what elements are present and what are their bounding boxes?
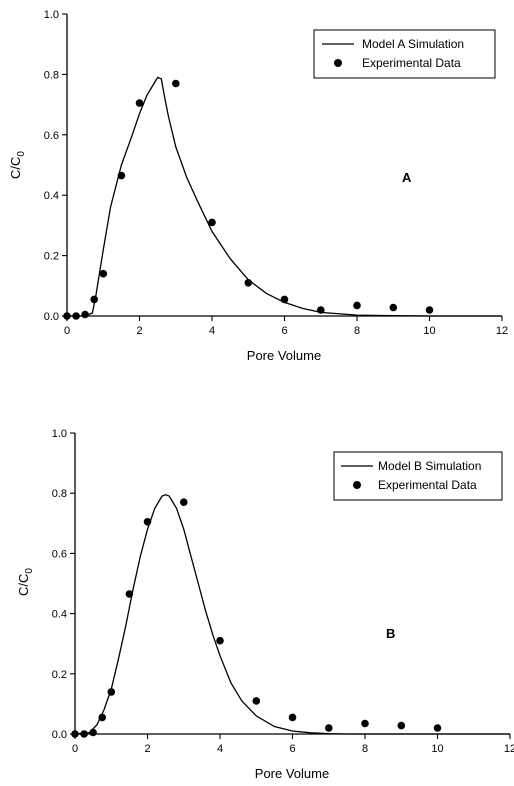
panel-b-data-point bbox=[361, 719, 369, 728]
panel-a-legend-data-label: Experimental Data bbox=[362, 56, 461, 70]
panel-a-x-tick-label: 6 bbox=[281, 325, 287, 337]
panel-b-label: B bbox=[386, 626, 395, 641]
panel-a-data-point bbox=[244, 279, 253, 287]
panel-a-x-axis-title: Pore Volume bbox=[247, 348, 321, 363]
panel-a-data-point bbox=[99, 269, 108, 278]
panel-a-data-point bbox=[90, 295, 98, 304]
panel-b-x-axis-title: Pore Volume bbox=[255, 766, 329, 781]
panel-a-data-point bbox=[317, 306, 325, 314]
panel-a-y-axis-title-main: C/C bbox=[8, 157, 23, 179]
chart-panel-a: 0 2 4 6 8 10 120.00.20.40.60.81.0 Pore Volume … bbox=[8, 9, 508, 363]
panel-b-x-tick-label: 0 bbox=[72, 743, 78, 755]
panel-a-x-tick-label: 8 bbox=[354, 325, 360, 337]
panel-b-legend: Model B Simulation Experimental Data bbox=[333, 451, 503, 501]
panel-b-y-tick-label: 0.4 bbox=[52, 609, 67, 621]
panel-b-data-point bbox=[89, 728, 97, 737]
panel-b-x-tick-label: 10 bbox=[431, 743, 443, 755]
panel-b-x-tick-label: 12 bbox=[504, 743, 514, 755]
panel-a-y-tick-label: 1.0 bbox=[44, 9, 59, 21]
panel-a-y-tick-label: 0.8 bbox=[44, 69, 59, 81]
panel-a-y-axis-title: C/C0 bbox=[8, 151, 27, 179]
panel-b-legend-model-label: Model B Simulation bbox=[378, 459, 481, 473]
panel-b-data-points bbox=[71, 498, 442, 738]
panel-a-y-tick-label: 0.6 bbox=[44, 130, 59, 142]
panel-b-y-tick-label: 0.0 bbox=[52, 729, 67, 741]
panel-a-x-tick-label: 2 bbox=[136, 325, 142, 337]
panel-b-data-point bbox=[107, 688, 116, 696]
panel-a-x-tick-label: 12 bbox=[496, 325, 508, 337]
panel-b-data-point bbox=[397, 721, 406, 730]
panel-a-data-point bbox=[389, 303, 398, 312]
panel-a-label: A bbox=[402, 170, 412, 185]
panel-b-data-point bbox=[125, 590, 134, 598]
panel-a-data-point bbox=[208, 218, 216, 227]
panel-b-data-point bbox=[252, 697, 261, 705]
panel-b-y-tick-label: 1.0 bbox=[52, 428, 67, 440]
panel-b-data-point bbox=[80, 730, 88, 738]
panel-b-y-tick-label: 0.8 bbox=[52, 488, 67, 500]
panel-a-model-curve bbox=[67, 76, 502, 317]
panel-b-model-curve bbox=[74, 493, 510, 735]
panel-a-y-tick-label: 0.4 bbox=[44, 190, 59, 202]
panel-b-legend-data-label: Experimental Data bbox=[378, 478, 477, 492]
panel-b-legend-marker-swatch bbox=[353, 481, 361, 489]
panel-b-x-tick-label: 2 bbox=[144, 743, 150, 755]
panel-a-y-tick-label: 0.0 bbox=[44, 311, 59, 323]
panel-a-x-tick-label: 10 bbox=[423, 325, 435, 337]
panel-b-data-point bbox=[216, 636, 224, 645]
panel-a-data-points bbox=[63, 79, 434, 320]
panel-b-y-axis-title-main: C/C bbox=[16, 574, 31, 596]
panel-b-x-tick-label: 8 bbox=[362, 743, 368, 755]
panel-b-data-point bbox=[180, 498, 188, 507]
panel-a-data-point bbox=[172, 79, 180, 88]
panel-a-x-tick-label: 0 bbox=[64, 325, 70, 337]
panel-b-ticks: 0 2 4 6 8 10 12 0.0 0.2 0.4 0.6 0.8 1.0 bbox=[52, 428, 514, 755]
panel-a-y-axis-title-subscript: 0 bbox=[16, 151, 27, 157]
panel-b-data-point bbox=[325, 724, 333, 732]
panel-a-data-point bbox=[280, 295, 289, 304]
chart-panel-b: 0 2 4 6 8 10 120.00.20.40.60.81.0 Pore Volume … bbox=[16, 428, 514, 781]
panel-b-data-point bbox=[288, 713, 297, 722]
panel-b-data-point bbox=[71, 730, 79, 738]
panel-a-data-point bbox=[135, 99, 144, 107]
panel-a-legend: Model A Simulation Experimental Data bbox=[313, 29, 496, 79]
panel-a-data-point bbox=[353, 301, 361, 310]
panel-a-data-point bbox=[425, 306, 434, 314]
panel-b-data-point bbox=[143, 518, 152, 526]
panel-b-y-tick-label: 0.6 bbox=[52, 548, 67, 560]
panel-a-legend-marker-swatch bbox=[334, 59, 342, 67]
panel-b-legend-box bbox=[333, 451, 503, 501]
panel-a-data-point bbox=[63, 312, 71, 320]
panel-b-data-point bbox=[433, 724, 442, 732]
panel-a-ticks: 0 2 4 6 8 10 12 0.0 0.2 0.4 0.6 0.8 1.0 bbox=[44, 9, 508, 337]
panel-a-legend-model-label: Model A Simulation bbox=[362, 37, 464, 51]
panel-a-data-point bbox=[117, 171, 126, 180]
panel-b-data-point bbox=[98, 713, 106, 722]
panel-b-x-tick-label: 4 bbox=[217, 743, 223, 755]
panel-b-x-tick-label: 6 bbox=[289, 743, 295, 755]
panel-b-y-tick-label: 0.2 bbox=[52, 669, 67, 681]
panel-a-x-tick-label: 4 bbox=[209, 325, 215, 337]
panel-a-data-point bbox=[72, 312, 80, 320]
panel-b-y-axis-title: C/C0 bbox=[16, 568, 35, 596]
panel-a-legend-box bbox=[313, 29, 496, 79]
panel-a-data-point bbox=[81, 310, 89, 319]
panel-a-y-tick-label: 0.2 bbox=[44, 251, 59, 263]
panel-b-y-axis-title-subscript: 0 bbox=[24, 568, 35, 574]
